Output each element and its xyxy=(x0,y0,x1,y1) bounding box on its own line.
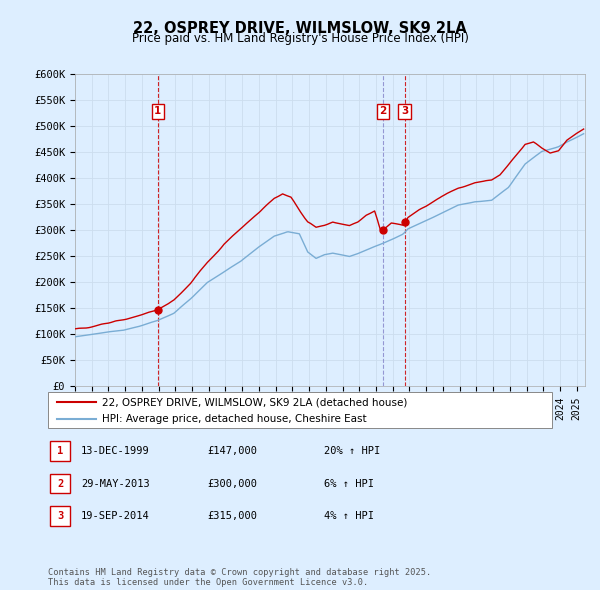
Text: 1: 1 xyxy=(57,446,63,456)
Text: 19-SEP-2014: 19-SEP-2014 xyxy=(81,511,150,521)
Text: Contains HM Land Registry data © Crown copyright and database right 2025.
This d: Contains HM Land Registry data © Crown c… xyxy=(48,568,431,587)
Text: 1: 1 xyxy=(154,106,161,116)
Text: £315,000: £315,000 xyxy=(207,511,257,521)
Text: 3: 3 xyxy=(57,511,63,521)
Text: HPI: Average price, detached house, Cheshire East: HPI: Average price, detached house, Ches… xyxy=(102,414,367,424)
Text: £147,000: £147,000 xyxy=(207,446,257,456)
Text: £300,000: £300,000 xyxy=(207,478,257,489)
Text: Price paid vs. HM Land Registry's House Price Index (HPI): Price paid vs. HM Land Registry's House … xyxy=(131,32,469,45)
Text: 3: 3 xyxy=(401,106,409,116)
Text: 6% ↑ HPI: 6% ↑ HPI xyxy=(324,478,374,489)
Text: 2: 2 xyxy=(379,106,386,116)
Text: 22, OSPREY DRIVE, WILMSLOW, SK9 2LA (detached house): 22, OSPREY DRIVE, WILMSLOW, SK9 2LA (det… xyxy=(102,397,407,407)
Text: 4% ↑ HPI: 4% ↑ HPI xyxy=(324,511,374,521)
Text: 29-MAY-2013: 29-MAY-2013 xyxy=(81,478,150,489)
Text: 20% ↑ HPI: 20% ↑ HPI xyxy=(324,446,380,456)
Text: 13-DEC-1999: 13-DEC-1999 xyxy=(81,446,150,456)
Text: 2: 2 xyxy=(57,478,63,489)
Text: 22, OSPREY DRIVE, WILMSLOW, SK9 2LA: 22, OSPREY DRIVE, WILMSLOW, SK9 2LA xyxy=(133,21,467,35)
